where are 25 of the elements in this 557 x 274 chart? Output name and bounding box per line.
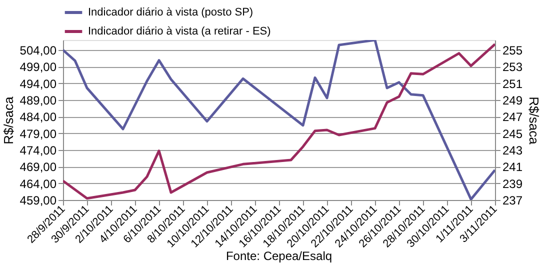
y-tick-label: 494,00 bbox=[20, 76, 57, 91]
y2-tick-label: 241 bbox=[502, 160, 523, 174]
y2-tick-label: 243 bbox=[502, 144, 523, 158]
y-tick-label: 489,00 bbox=[20, 94, 57, 108]
y2-tick-label: 239 bbox=[502, 176, 523, 191]
y-tick-label: 474,00 bbox=[20, 144, 57, 158]
y2-axis-title: R$/saca bbox=[526, 96, 542, 146]
y2-tick-label: 249 bbox=[502, 94, 523, 108]
y2-tick-label: 245 bbox=[502, 126, 523, 141]
y-tick-label: 464,00 bbox=[20, 176, 57, 191]
y-tick-label: 469,00 bbox=[20, 160, 57, 174]
legend-label: Indicador diário à vista (a retirar - ES) bbox=[88, 26, 271, 38]
y-tick-label: 484,00 bbox=[20, 110, 57, 124]
legend-label: Indicador diário à vista (posto SP) bbox=[88, 6, 254, 18]
y-tick-label: 459,00 bbox=[20, 194, 57, 208]
y-tick-label: 504,00 bbox=[20, 44, 57, 58]
y2-tick-label: 253 bbox=[502, 60, 523, 74]
y-tick-label: 499,00 bbox=[20, 60, 57, 74]
y2-tick-label: 255 bbox=[502, 44, 523, 58]
source-note: Fonte: Cepea/Esalq bbox=[226, 248, 332, 263]
y2-tick-label: 237 bbox=[502, 194, 523, 208]
y-axis-title: R$/saca bbox=[0, 96, 16, 144]
y2-tick-label: 251 bbox=[502, 76, 523, 91]
y2-tick-label: 247 bbox=[502, 110, 523, 124]
y-tick-label: 479,00 bbox=[20, 126, 57, 141]
